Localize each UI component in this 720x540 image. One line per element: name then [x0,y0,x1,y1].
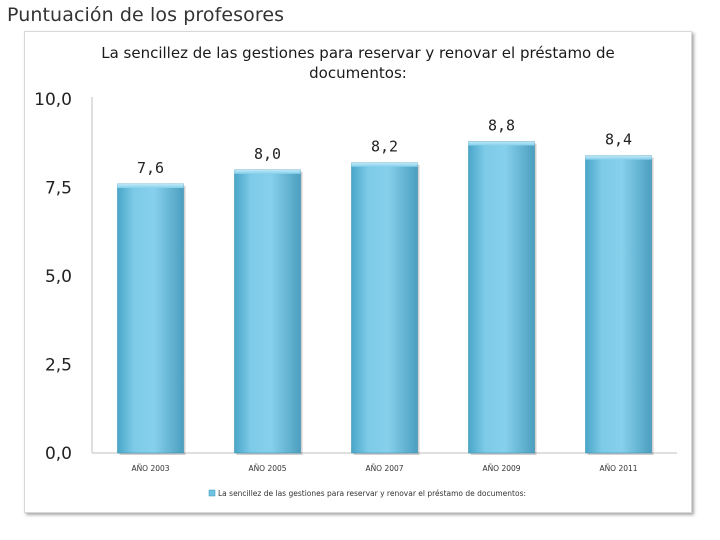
chart-title-line: documentos: [309,64,407,82]
y-tick-label: 7,5 [45,179,72,199]
bar-top-highlight [117,183,184,188]
legend-swatch [208,489,216,497]
data-label: 8,8 [488,116,515,134]
y-tick-label: 2,5 [45,356,72,376]
x-category-label: AÑO 2009 [482,464,520,473]
slide-title: Puntuación de los profesores [7,4,285,26]
bar-chart: La sencillez de las gestiones para reser… [34,44,677,498]
data-label: 7,6 [137,159,164,177]
bar-top-highlight [468,141,535,146]
legend-label: La sencillez de las gestiones para reser… [218,489,526,498]
y-tick-label: 5,0 [45,267,72,287]
x-category-label: AÑO 2005 [248,464,286,473]
bar-top-highlight [234,169,301,174]
x-category-label: AÑO 2011 [599,464,637,473]
bar [468,141,535,454]
chart-title-line: La sencillez de las gestiones para reser… [101,44,615,62]
data-label: 8,2 [371,138,398,156]
x-category-label: AÑO 2007 [365,464,403,473]
data-label: 8,0 [254,145,281,163]
bar [234,169,301,454]
bar [117,183,184,454]
chart-frame: La sencillez de las gestiones para reser… [24,31,692,513]
y-tick-label: 10,0 [34,90,72,110]
bar [585,155,652,454]
x-category-label: AÑO 2003 [131,464,169,473]
bar-top-highlight [585,155,652,160]
y-tick-label: 0,0 [45,444,72,464]
data-label: 8,4 [605,131,632,149]
bar [351,162,418,454]
bar-top-highlight [351,162,418,167]
